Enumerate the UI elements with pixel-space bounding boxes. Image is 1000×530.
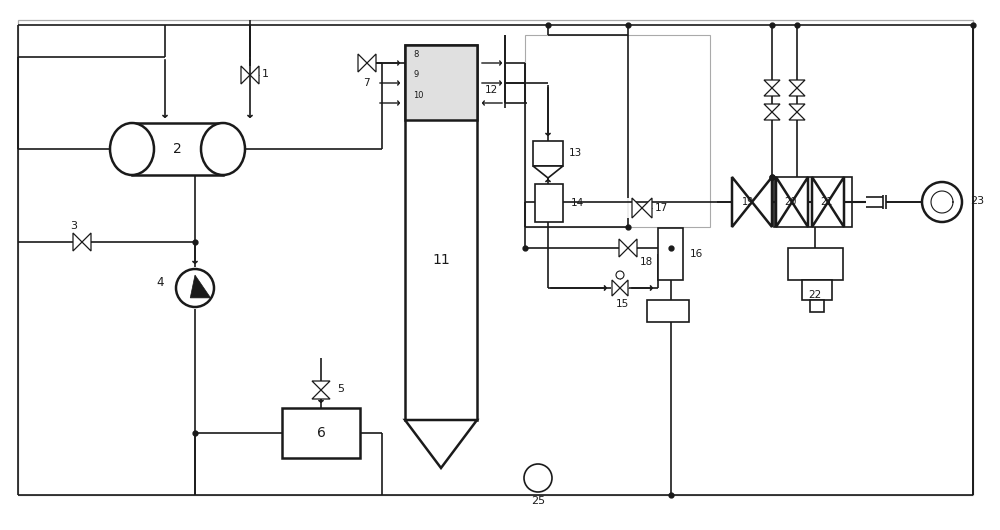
- Polygon shape: [764, 112, 780, 120]
- Text: 7: 7: [363, 78, 369, 88]
- Polygon shape: [789, 112, 805, 120]
- Circle shape: [176, 269, 214, 307]
- Text: 23: 23: [970, 196, 984, 206]
- Bar: [788, 248, 843, 280]
- Circle shape: [524, 464, 552, 492]
- Polygon shape: [250, 66, 259, 84]
- Polygon shape: [789, 80, 805, 88]
- Text: 4: 4: [156, 277, 164, 289]
- Polygon shape: [405, 420, 477, 468]
- Polygon shape: [612, 280, 620, 296]
- Text: 22: 22: [808, 290, 822, 300]
- Bar: [802, 280, 832, 300]
- Bar: [132, 123, 223, 175]
- Text: 9: 9: [413, 70, 418, 80]
- Text: 25: 25: [531, 496, 545, 506]
- Polygon shape: [828, 177, 844, 227]
- Polygon shape: [628, 239, 637, 257]
- Polygon shape: [619, 239, 628, 257]
- Bar: [647, 300, 689, 322]
- Bar: [533, 141, 563, 166]
- Text: 11: 11: [432, 253, 450, 267]
- Polygon shape: [792, 177, 808, 227]
- Text: 1: 1: [262, 69, 269, 79]
- Text: 12: 12: [485, 85, 498, 95]
- Polygon shape: [358, 54, 367, 72]
- Polygon shape: [642, 198, 652, 218]
- Polygon shape: [533, 166, 563, 178]
- Polygon shape: [190, 275, 211, 298]
- Circle shape: [616, 271, 624, 279]
- Polygon shape: [752, 177, 772, 227]
- Polygon shape: [789, 104, 805, 112]
- Text: 8: 8: [413, 50, 418, 59]
- Ellipse shape: [201, 123, 245, 175]
- Polygon shape: [764, 80, 780, 88]
- Bar: [405, 45, 477, 420]
- Polygon shape: [776, 177, 792, 227]
- Bar: [282, 408, 360, 458]
- Text: 15: 15: [615, 299, 629, 309]
- Polygon shape: [367, 54, 376, 72]
- Polygon shape: [789, 88, 805, 96]
- Polygon shape: [312, 381, 330, 390]
- Text: 6: 6: [317, 426, 325, 440]
- Bar: [535, 184, 563, 222]
- Polygon shape: [620, 280, 628, 296]
- Polygon shape: [82, 233, 91, 251]
- Bar: [18, 20, 973, 495]
- Bar: [658, 228, 683, 280]
- Bar: [405, 45, 477, 120]
- Circle shape: [922, 182, 962, 222]
- Text: 5: 5: [337, 384, 344, 394]
- Text: 20: 20: [784, 197, 796, 207]
- Text: 16: 16: [690, 249, 703, 259]
- Polygon shape: [73, 233, 82, 251]
- Polygon shape: [764, 104, 780, 112]
- Text: 18: 18: [640, 257, 653, 267]
- Text: 3: 3: [70, 221, 78, 231]
- Text: 2: 2: [173, 142, 181, 156]
- Text: 13: 13: [569, 148, 582, 158]
- Polygon shape: [312, 390, 330, 399]
- Text: 21: 21: [820, 197, 832, 207]
- Text: 17: 17: [655, 203, 668, 213]
- Bar: [810, 300, 824, 312]
- Polygon shape: [632, 198, 642, 218]
- Polygon shape: [732, 177, 752, 227]
- Polygon shape: [241, 66, 250, 84]
- Bar: [774, 177, 852, 227]
- Bar: [525, 35, 710, 227]
- Text: 10: 10: [413, 91, 424, 100]
- Polygon shape: [812, 177, 828, 227]
- Text: 14: 14: [571, 198, 584, 208]
- Text: 19: 19: [742, 197, 754, 207]
- Ellipse shape: [110, 123, 154, 175]
- Polygon shape: [764, 88, 780, 96]
